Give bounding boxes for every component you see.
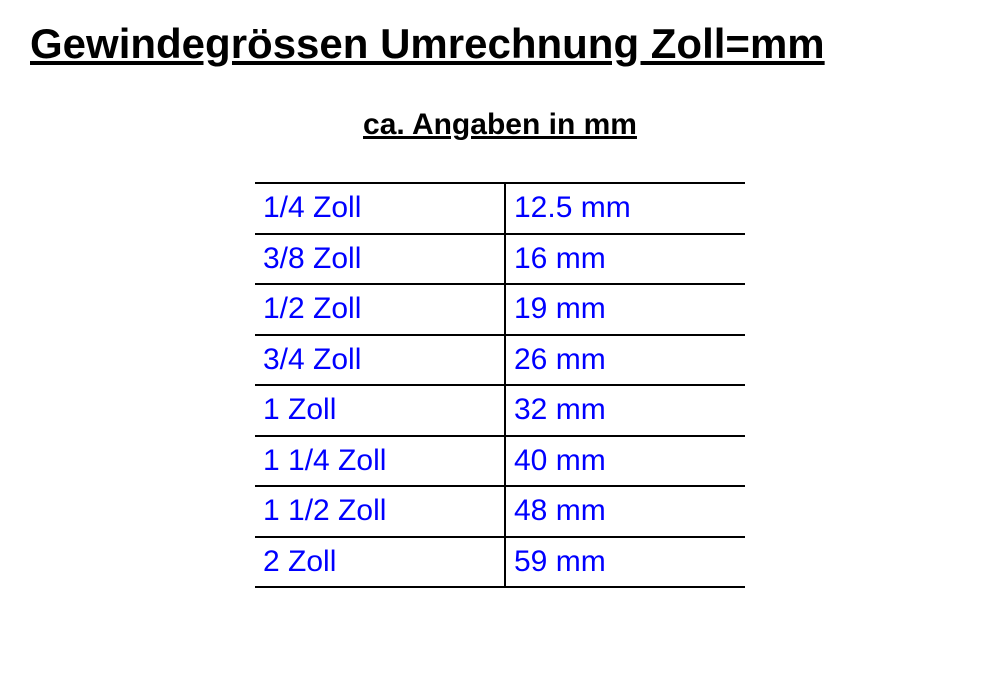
cell-mm: 16 mm	[505, 234, 745, 285]
conversion-table: 1/4 Zoll 12.5 mm 3/8 Zoll 16 mm 1/2 Zoll…	[255, 182, 745, 588]
cell-zoll: 2 Zoll	[255, 537, 505, 588]
table-row: 1/2 Zoll 19 mm	[255, 284, 745, 335]
table-row: 3/4 Zoll 26 mm	[255, 335, 745, 386]
table-row: 1/4 Zoll 12.5 mm	[255, 183, 745, 234]
cell-mm: 32 mm	[505, 385, 745, 436]
table-row: 3/8 Zoll 16 mm	[255, 234, 745, 285]
cell-zoll: 1 1/2 Zoll	[255, 486, 505, 537]
table-row: 1 1/2 Zoll 48 mm	[255, 486, 745, 537]
cell-zoll: 3/4 Zoll	[255, 335, 505, 386]
cell-mm: 26 mm	[505, 335, 745, 386]
table-row: 2 Zoll 59 mm	[255, 537, 745, 588]
cell-mm: 40 mm	[505, 436, 745, 487]
page-subtitle: ca. Angaben in mm	[30, 108, 970, 142]
page-title: Gewindegrössen Umrechnung Zoll=mm	[30, 20, 970, 68]
cell-mm: 59 mm	[505, 537, 745, 588]
cell-mm: 48 mm	[505, 486, 745, 537]
cell-zoll: 1/4 Zoll	[255, 183, 505, 234]
table-row: 1 Zoll 32 mm	[255, 385, 745, 436]
cell-zoll: 1/2 Zoll	[255, 284, 505, 335]
table-row: 1 1/4 Zoll 40 mm	[255, 436, 745, 487]
cell-zoll: 1 Zoll	[255, 385, 505, 436]
cell-zoll: 1 1/4 Zoll	[255, 436, 505, 487]
table-container: 1/4 Zoll 12.5 mm 3/8 Zoll 16 mm 1/2 Zoll…	[30, 182, 970, 588]
cell-mm: 12.5 mm	[505, 183, 745, 234]
cell-zoll: 3/8 Zoll	[255, 234, 505, 285]
cell-mm: 19 mm	[505, 284, 745, 335]
